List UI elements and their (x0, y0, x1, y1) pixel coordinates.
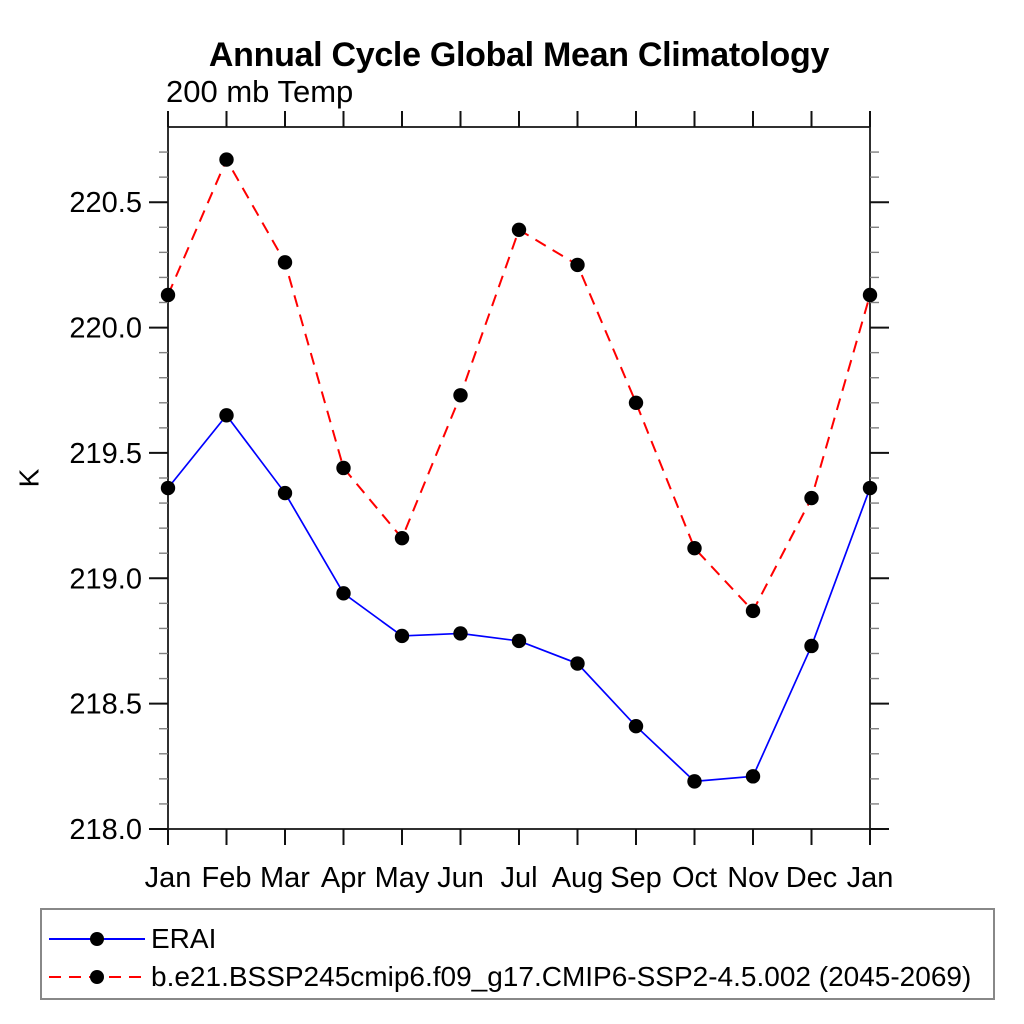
legend-label-model: b.e21.BSSP245cmip6.f09_g17.CMIP6-SSP2-4.… (151, 961, 972, 992)
series-0-marker (219, 408, 234, 423)
y-tick-label: 220.0 (69, 313, 142, 345)
series-0-marker (862, 480, 878, 496)
x-tick-label: Nov (727, 862, 779, 894)
series-0-marker (453, 626, 468, 641)
legend-item-model: b.e21.BSSP245cmip6.f09_g17.CMIP6-SSP2-4.… (47, 961, 972, 992)
x-tick-label: Apr (321, 862, 366, 894)
series-1-marker (160, 287, 176, 303)
x-tick-label: Mar (260, 862, 310, 894)
legend-line-sample-dashed (49, 970, 145, 984)
x-tick-label: Sep (610, 862, 662, 894)
series-1-marker (628, 395, 644, 410)
series-0-marker (687, 774, 702, 789)
series-1-marker (394, 530, 410, 546)
series-0-marker (745, 769, 761, 784)
series-1-marker (687, 541, 702, 556)
x-tick-label: Dec (786, 862, 838, 894)
series-0-marker (394, 628, 410, 644)
series-0-marker (570, 656, 585, 671)
x-tick-label: Jan (145, 862, 192, 894)
chart-subtitle: 200 mb Temp (166, 74, 354, 109)
legend-label-erai: ERAI (151, 923, 217, 954)
x-tick-label: Oct (672, 862, 717, 894)
series-1-marker (745, 603, 761, 619)
x-tick-label: Jan (847, 862, 894, 894)
series-0-marker (511, 633, 527, 649)
y-tick-label: 219.5 (69, 438, 142, 470)
series-1-marker (219, 152, 234, 167)
series-1-marker (277, 255, 293, 270)
y-tick-label: 218.5 (69, 689, 142, 721)
series-0-marker (336, 586, 351, 601)
y-tick-label: 219.0 (69, 563, 142, 595)
x-tick-label: Jun (437, 862, 484, 894)
legend-item-erai: ERAI (47, 923, 217, 954)
series-0-marker (804, 638, 819, 654)
y-tick-label: 218.0 (69, 814, 142, 846)
series-1-marker (570, 257, 585, 273)
series-1-marker (511, 222, 527, 237)
series-1-marker (453, 388, 468, 403)
x-tick-label: Jul (500, 862, 537, 894)
series-0-marker (628, 719, 644, 734)
series-1-marker (804, 490, 819, 506)
y-tick-label: 220.5 (69, 187, 142, 219)
x-tick-label: Feb (202, 862, 252, 894)
legend-line-sample-solid (49, 932, 145, 946)
x-tick-label: May (375, 862, 430, 894)
series-0-marker (277, 485, 293, 501)
series-line-0 (167, 413, 871, 783)
series-0-marker (160, 480, 176, 496)
series-1-marker (862, 287, 878, 303)
x-tick-label: Aug (552, 862, 604, 894)
series-1-marker (336, 460, 351, 476)
chart-title: Annual Cycle Global Mean Climatology (208, 36, 830, 74)
legend: ERAI b.e21.BSSP245cmip6.f09_g17.CMIP6-SS… (40, 908, 995, 1000)
